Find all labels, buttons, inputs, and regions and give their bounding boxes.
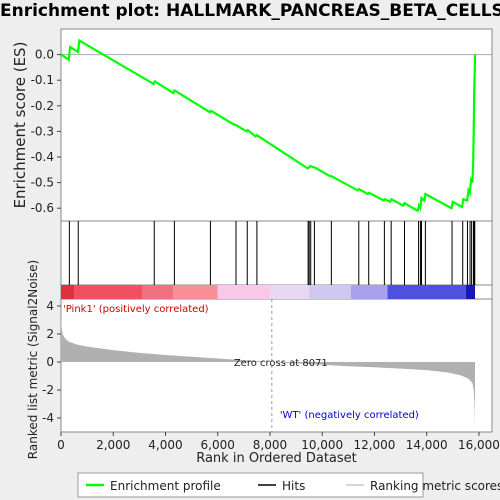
es-tick-label: -0.6 [31, 201, 54, 215]
x-tick-label: 8,000 [253, 438, 287, 452]
x-tick-label: 6,000 [201, 438, 235, 452]
legend-label: Ranking metric scores [370, 479, 500, 493]
ranking-band [309, 285, 351, 299]
x-tick-label: 0 [57, 438, 65, 452]
es-tick-label: 0.0 [35, 48, 54, 62]
metric-tick-label: -2 [42, 383, 54, 397]
ranking-band [217, 285, 270, 299]
x-tick-label: 2,000 [96, 438, 130, 452]
es-tick-label: -0.5 [31, 176, 54, 190]
metric-tick-label: 4 [46, 299, 54, 313]
zero-cross-annotation: Zero cross at 8071 [234, 358, 328, 369]
metric-axis-label: Ranked list metric (Signal2Noise) [26, 260, 40, 459]
legend-box [77, 472, 424, 498]
ranking-band [173, 285, 218, 299]
panel-1 [60, 28, 493, 222]
ranked-metric-area [61, 306, 475, 427]
ranking-band [387, 285, 466, 299]
legend-label: Hits [282, 479, 305, 493]
x-tick-label: 16,000 [458, 438, 500, 452]
x-axis-label: Rank in Ordered Dataset [196, 451, 357, 466]
x-tick-label: 12,000 [353, 438, 395, 452]
es-tick-label: -0.2 [31, 99, 54, 113]
x-tick-label: 4,000 [148, 438, 182, 452]
legend-label: Enrichment profile [110, 479, 221, 493]
ranking-band [61, 285, 75, 299]
x-tick-label: 10,000 [301, 438, 343, 452]
es-axis-label: Enrichment score (ES) [11, 42, 29, 209]
ranking-band [269, 285, 310, 299]
enrichment-profile-line [60, 38, 477, 213]
es-tick-label: -0.3 [31, 124, 54, 138]
metric-tick-label: -4 [42, 411, 54, 425]
ranking-band [74, 285, 142, 299]
positive-annotation: 'Pink1' (positively correlated) [63, 304, 209, 315]
es-tick-label: -0.4 [31, 150, 54, 164]
ranking-band [350, 285, 388, 299]
metric-tick-label: 0 [46, 355, 54, 369]
legend: Enrichment profile Hits Ranking metric sco… [77, 472, 500, 498]
ranking-band [141, 285, 174, 299]
x-tick-label: 14,000 [406, 438, 448, 452]
metric-tick-label: 2 [46, 327, 54, 341]
ranking-band [465, 285, 476, 299]
es-tick-label: -0.1 [31, 73, 54, 87]
negative-annotation: 'WT' (negatively correlated) [280, 410, 419, 421]
panel-2 [60, 220, 493, 286]
chart-title: Enrichment plot: HALLMARK_PANCREAS_BETA_… [0, 1, 500, 21]
